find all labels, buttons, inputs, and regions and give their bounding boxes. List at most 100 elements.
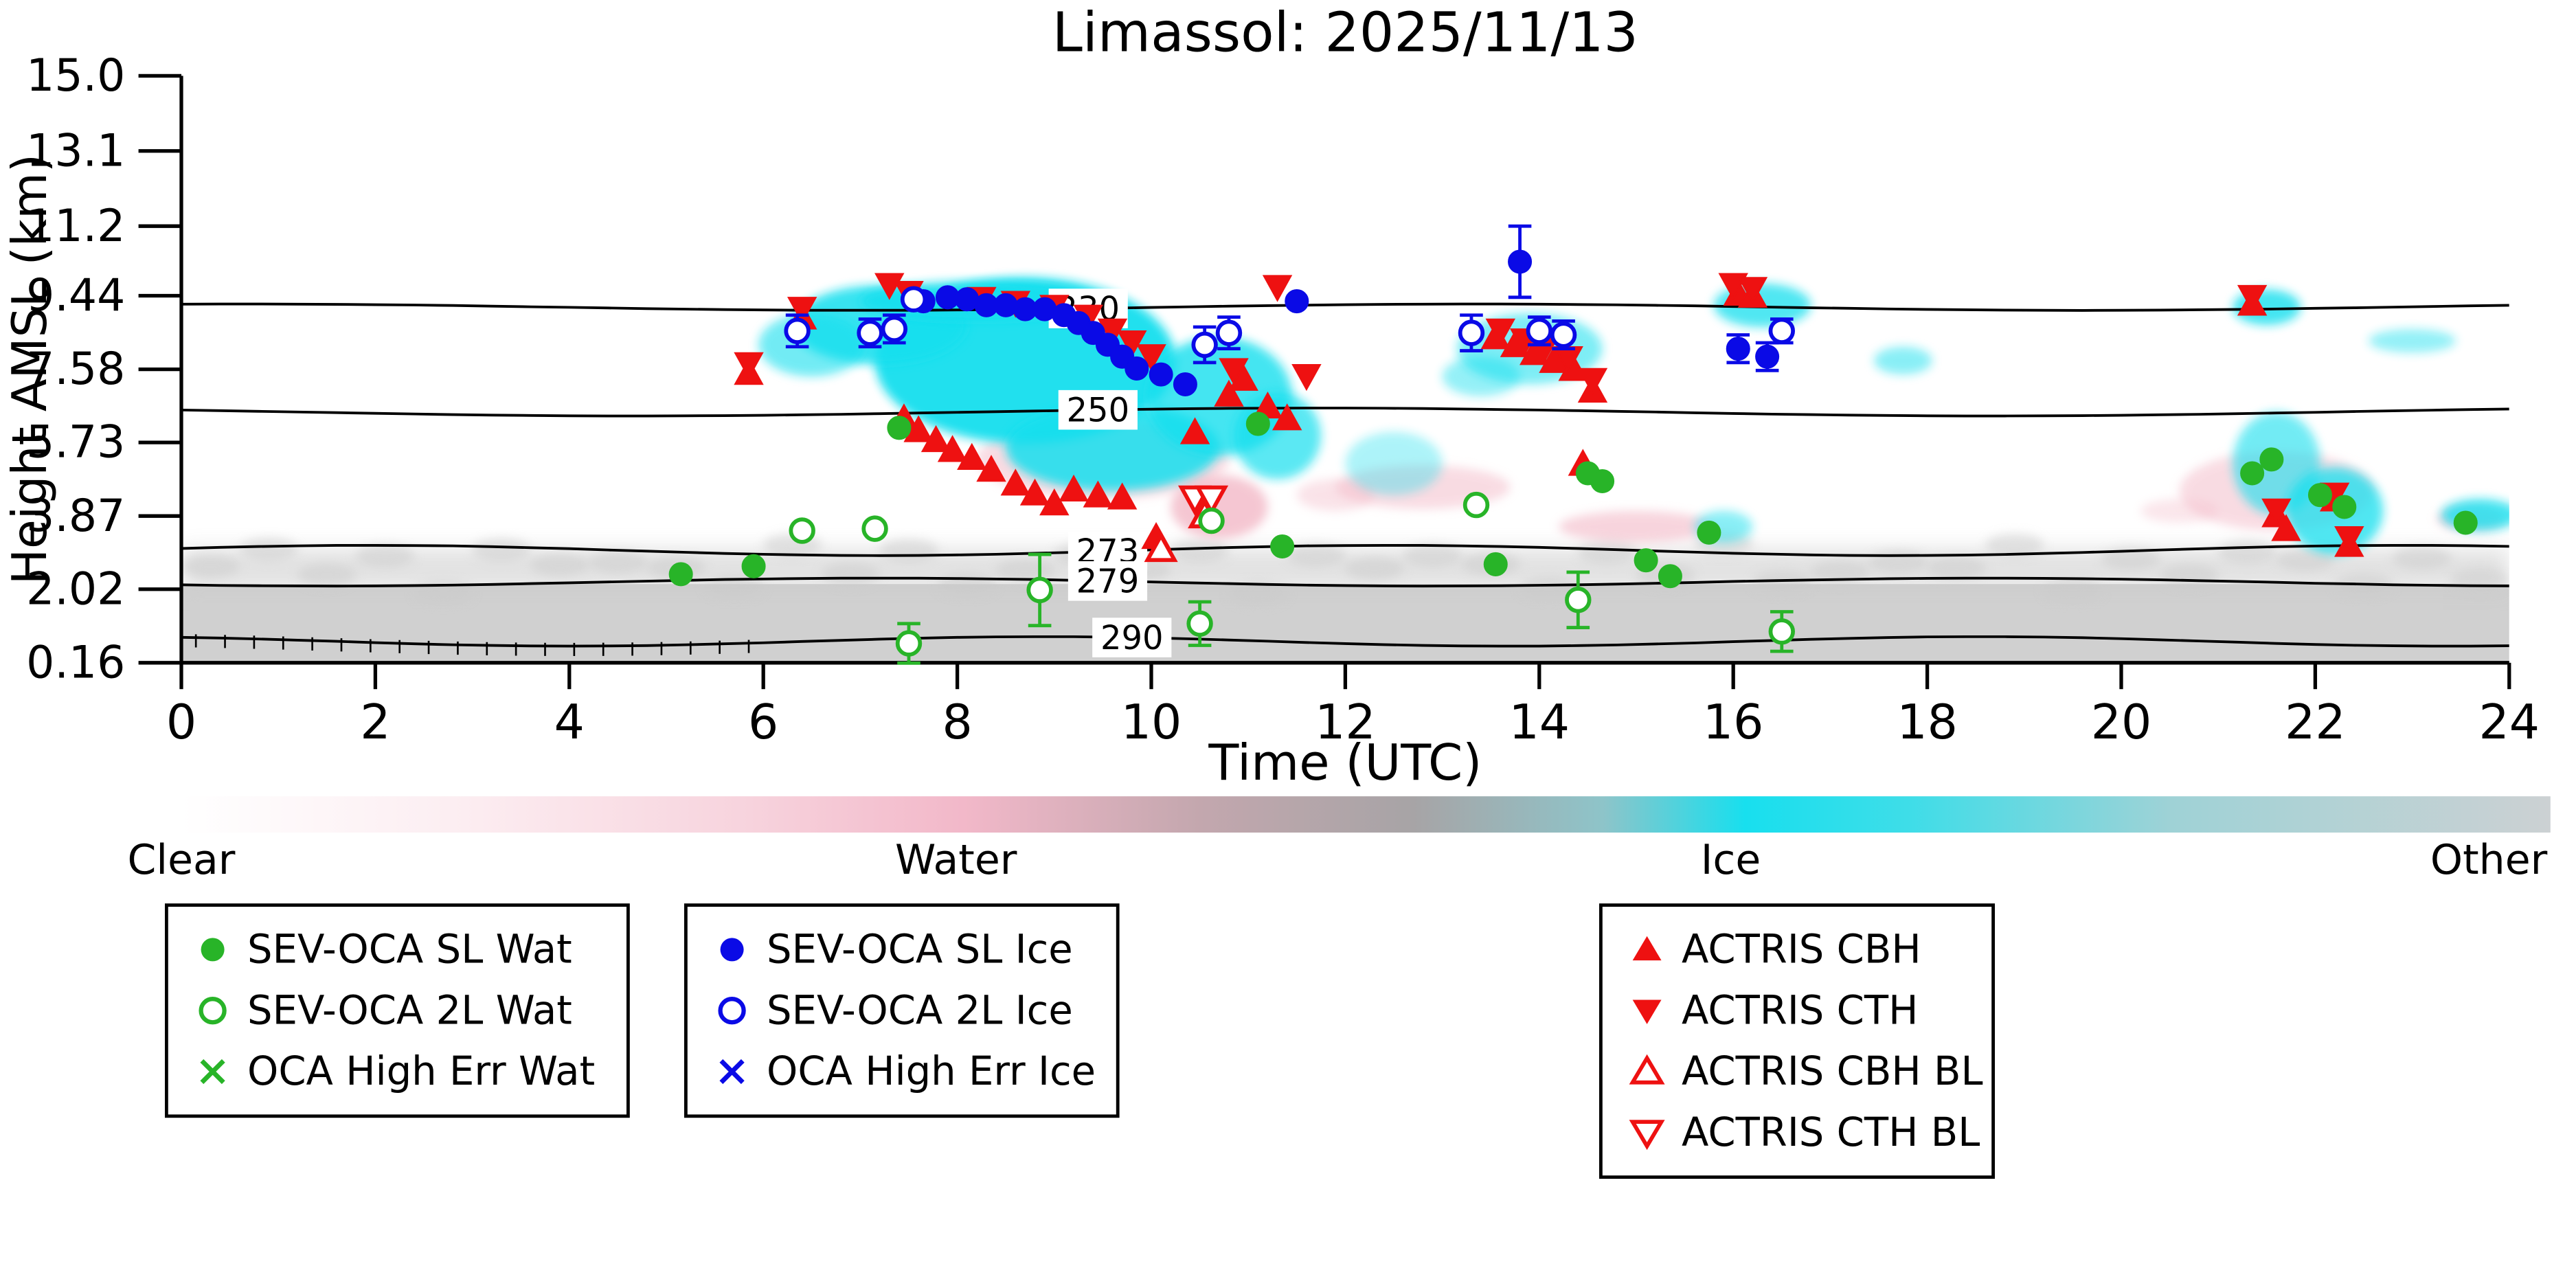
legend-entry: ACTRIS CBH (1627, 925, 1967, 974)
sev-oca-sl-wat-marker (1658, 564, 1682, 589)
sev-oca-sl-wat-marker (2453, 510, 2478, 535)
isotherm-line (181, 302, 2509, 312)
colorbar-label-clear: Clear (127, 835, 236, 884)
actris-cbh-marker (937, 435, 968, 462)
legend-entry: OCA High Err Wat (193, 1047, 602, 1096)
isotherm-line (181, 544, 2509, 557)
isotherm-contours: 230250273279290 (181, 289, 2509, 657)
sev-oca-sl-ice-marker (993, 293, 1018, 317)
actris-cth-marker (787, 297, 817, 324)
green-open-circle-icon (199, 997, 227, 1025)
sev-oca-2l-ice-marker (784, 317, 811, 344)
sev-oca-sl-ice-marker (1149, 362, 1173, 387)
sev-oca-sl-wat-marker (1270, 534, 1295, 559)
actris-cth-marker (1485, 318, 1516, 346)
sev-oca-2l-wat-marker (1768, 618, 1795, 645)
actris-cbh-marker (1179, 417, 1210, 444)
legend-entry: SEV-OCA SL Wat (193, 925, 602, 974)
legend-label: ACTRIS CBH (1682, 926, 1921, 973)
sev-oca-2l-ice-marker (900, 286, 927, 313)
sev-oca-sl-wat-marker (2332, 495, 2357, 519)
isotherm-label: 279 (1076, 563, 1140, 601)
actris-cth-bl-marker (1194, 485, 1229, 517)
actris-cbh-marker (1000, 468, 1031, 496)
series-sev-oca-2l-ice (784, 286, 1795, 365)
actris-cth-marker (734, 352, 764, 379)
actris-cbh-marker (1059, 474, 1089, 502)
x-tick-label: 20 (2091, 694, 2152, 750)
actris-cbh-marker (920, 425, 951, 453)
y-tick-label: 5.73 (26, 417, 125, 468)
actris-cbh-marker (976, 455, 1006, 482)
green-filled-circle-icon (201, 938, 225, 962)
actris-cth-marker (1262, 275, 1293, 302)
actris-cbh-marker (1083, 480, 1114, 508)
colorbar-labels: Clear Water Ice Other (128, 836, 2551, 885)
sev-oca-sl-wat-marker (2307, 483, 2332, 508)
water-region (1559, 510, 1714, 543)
sev-oca-sl-ice-marker (1173, 372, 1197, 396)
sev-oca-sl-wat-marker (741, 554, 766, 578)
page-title: Limassol: 2025/11/13 (1052, 0, 1638, 65)
actris-cbh-marker (1107, 482, 1138, 510)
ice-region (1345, 431, 1443, 495)
legend-label: SEV-OCA SL Ice (767, 926, 1073, 973)
y-tick-label: 3.87 (26, 490, 125, 542)
actris-cbh-marker (957, 442, 987, 470)
legend-entry: ACTRIS CTH BL (1627, 1108, 1980, 1157)
series-sev-oca-sl-ice (911, 224, 1780, 396)
red-open-down-triangle-icon (1629, 1120, 1665, 1151)
y-tick-label: 0.16 (26, 637, 125, 688)
x-tick-label: 4 (554, 694, 585, 750)
sev-oca-2l-ice-marker (857, 319, 883, 346)
sev-oca-2l-wat-marker (1198, 507, 1225, 534)
actris-cbh-bl-marker (1144, 531, 1178, 563)
ice-region (1873, 346, 1932, 375)
y-tick-label: 2.02 (26, 563, 125, 615)
sev-oca-sl-ice-marker (1285, 289, 1309, 314)
cloud-mask (181, 278, 2509, 663)
sev-oca-sl-wat-marker (1590, 469, 1615, 494)
isotherm-label: 250 (1067, 391, 1130, 429)
sev-oca-sl-ice-marker (1755, 344, 1780, 369)
blue-open-circle-icon (718, 997, 746, 1025)
series-actris-cth-bl (1177, 485, 1229, 517)
legend-entry: ACTRIS CBH BL (1627, 1047, 1983, 1096)
sev-oca-2l-wat-marker (1565, 587, 1592, 613)
red-open-up-triangle-icon (1629, 1054, 1665, 1085)
x-tick-label: 16 (1703, 694, 1764, 750)
actris-cth-marker (1577, 368, 1608, 395)
y-tick-label: 13.1 (26, 125, 125, 177)
sev-oca-sl-wat-marker (1634, 548, 1658, 573)
ice-region (2441, 499, 2509, 531)
actris-cbh-marker (1039, 488, 1070, 516)
legend-entry: SEV-OCA 2L Wat (193, 986, 602, 1035)
blue-filled-circle-icon (720, 938, 744, 962)
sev-oca-sl-wat-marker (1245, 411, 1270, 436)
actris-cth-marker (874, 273, 905, 300)
sev-oca-sl-ice-marker (1508, 249, 1533, 274)
series-sev-oca-sl-wat (668, 411, 2478, 589)
isotherm-label: 290 (1100, 619, 1164, 657)
y-tick-label: 7.58 (26, 343, 125, 395)
blue-x-icon (719, 1059, 745, 1085)
colorbar (181, 796, 2551, 833)
legend-label: SEV-OCA SL Wat (247, 926, 572, 973)
sev-oca-2l-wat-marker (1186, 610, 1213, 637)
green-x-icon (200, 1059, 225, 1085)
sev-oca-2l-ice-marker (1526, 317, 1553, 344)
sev-oca-sl-wat-marker (2240, 461, 2265, 486)
sev-oca-2l-ice-marker (881, 315, 908, 343)
actris-cth-marker (1117, 330, 1147, 358)
x-tick-label: 8 (942, 694, 972, 750)
actris-cth-marker (1219, 358, 1249, 385)
x-tick-label: 0 (166, 694, 196, 750)
axes: 15.013.111.29.447.585.733.872.020.160 2 4 6… (26, 50, 2540, 750)
legend-label: ACTRIS CBH BL (1682, 1048, 1983, 1095)
actris-cth-marker (1737, 277, 1768, 304)
legend-entry: OCA High Err Ice (712, 1047, 1096, 1096)
legend-actris-box: ACTRIS CBH ACTRIS CTH ACTRIS CBH BL ACTR… (1599, 903, 1995, 1179)
sev-oca-2l-wat-marker (895, 630, 923, 657)
x-axis-label: Time (UTC) (1208, 735, 1482, 793)
